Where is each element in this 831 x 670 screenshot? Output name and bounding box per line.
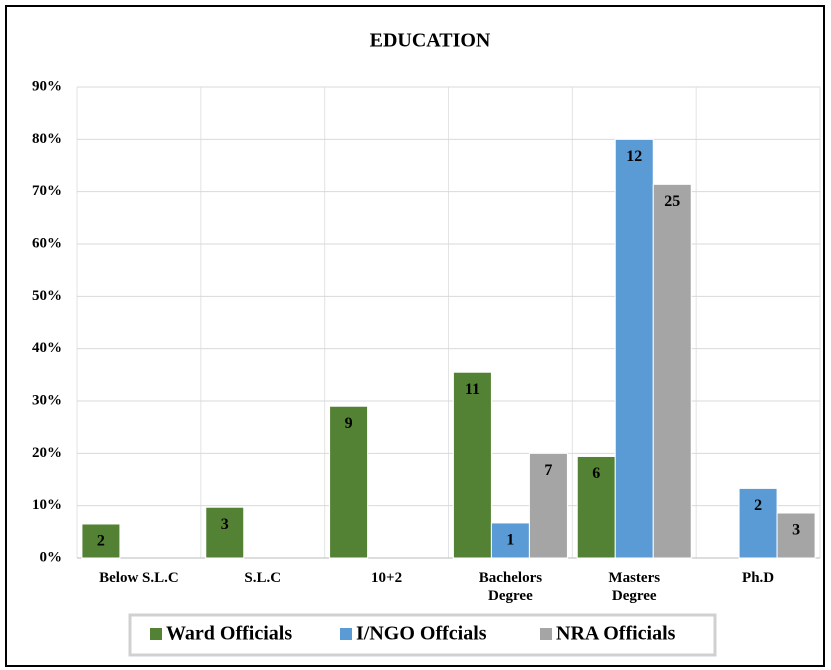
chart-title: EDUCATION [370,30,491,52]
bar [652,183,692,559]
legend-label: I/NGO Offcials [356,623,487,645]
data-label: 3 [792,522,800,539]
x-tick-label: Bachelors Degree [478,570,543,604]
y-tick-label: 30% [32,392,62,408]
data-label: 2 [97,533,105,550]
legend-swatch [340,628,352,640]
bar [614,138,654,559]
data-label: 25 [664,193,680,210]
y-tick-label: 60% [32,235,62,251]
y-tick-label: 80% [32,131,62,147]
x-tick-label: Masters Degree [608,570,661,604]
legend-box [128,613,717,657]
x-tick-label: Below S.L.C [99,570,179,586]
y-tick-label: 70% [32,183,62,199]
legend-label: NRA Officials [556,623,676,645]
data-label: 3 [221,516,229,533]
y-tick-label: 10% [32,497,62,513]
y-tick-label: 50% [32,288,62,304]
data-label: 6 [592,465,600,482]
data-label: 12 [626,148,642,165]
x-tick-label: Ph.D [742,570,775,586]
y-tick-label: 90% [32,78,62,94]
bar [205,506,245,559]
bar [81,523,121,559]
legend-label: Ward Officials [166,623,292,645]
data-label: 11 [465,381,480,398]
y-tick-label: 0% [40,549,63,565]
bar [776,512,816,559]
bar [490,522,530,559]
bar [329,405,369,559]
y-tick-label: 40% [32,340,62,356]
data-label: 2 [754,497,762,514]
data-label: 9 [345,415,353,432]
bar [452,371,492,559]
x-tick-label: 10+2 [371,570,403,586]
x-tick-label: S.L.C [244,570,282,586]
data-label: 1 [506,532,514,549]
data-label: 7 [544,462,552,479]
y-tick-label: 20% [32,445,62,461]
legend-swatch [540,628,552,640]
chart-frame [5,5,825,667]
legend-swatch [150,628,162,640]
bar [528,452,568,559]
